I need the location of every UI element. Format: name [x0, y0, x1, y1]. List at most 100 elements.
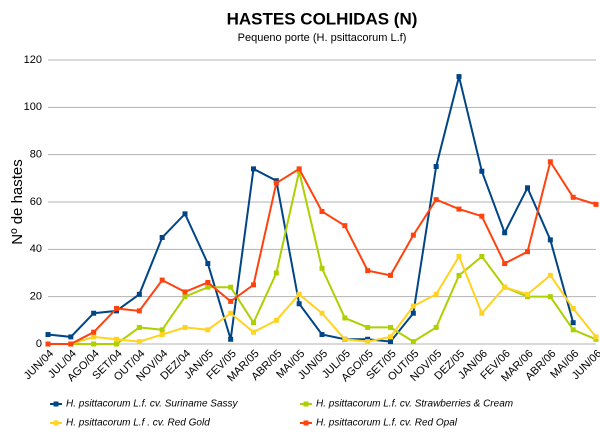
point-marker [228, 298, 234, 304]
point-marker [456, 253, 462, 259]
point-marker [388, 324, 393, 330]
point-marker [273, 180, 279, 186]
point-marker [159, 235, 165, 240]
point-marker [410, 339, 416, 345]
point-marker [570, 306, 576, 311]
point-marker [296, 166, 302, 172]
point-marker [228, 284, 234, 290]
point-marker [228, 310, 234, 316]
point-marker [525, 291, 530, 297]
series-line [48, 171, 597, 345]
point-marker [319, 310, 325, 316]
point-marker [45, 332, 51, 338]
point-marker [388, 334, 393, 340]
y-tick-label: 80 [30, 149, 42, 161]
point-marker [456, 272, 462, 278]
y-tick-label: 0 [36, 338, 42, 350]
point-marker [456, 74, 462, 80]
point-marker [182, 294, 188, 300]
point-marker [502, 261, 508, 267]
point-marker [433, 197, 439, 203]
legend-marker [53, 420, 59, 426]
point-marker [205, 327, 211, 333]
point-marker [433, 324, 439, 330]
point-marker [388, 272, 393, 278]
point-marker [410, 303, 416, 309]
point-marker [365, 339, 371, 345]
point-marker [319, 208, 325, 214]
point-marker [547, 159, 553, 165]
point-marker [205, 261, 211, 267]
point-marker [547, 294, 553, 300]
point-marker [570, 327, 576, 333]
point-marker [182, 211, 188, 217]
point-marker [525, 185, 530, 191]
point-marker [136, 339, 142, 345]
point-marker [114, 341, 119, 347]
point-marker [547, 272, 553, 278]
point-marker [182, 289, 188, 295]
point-marker [159, 277, 165, 283]
point-marker [136, 291, 142, 297]
y-tick-label: 20 [30, 291, 42, 303]
point-marker [479, 213, 485, 219]
point-marker [570, 194, 576, 200]
legend-marker [53, 401, 59, 407]
point-marker [365, 268, 371, 274]
point-marker [502, 230, 508, 236]
point-marker [593, 334, 599, 340]
series-line [47, 76, 575, 343]
point-marker [479, 168, 485, 174]
point-marker [296, 301, 302, 307]
point-marker [410, 310, 416, 316]
point-marker [91, 329, 97, 335]
point-marker [91, 334, 97, 340]
point-marker [433, 291, 439, 297]
legend-marker [303, 401, 309, 407]
point-marker [342, 315, 348, 321]
point-marker [91, 310, 97, 316]
point-marker [251, 329, 256, 335]
point-marker [136, 324, 142, 330]
point-marker [410, 232, 416, 238]
point-marker [45, 341, 51, 347]
point-marker [342, 336, 348, 342]
y-axis-label: Nº de hastes [9, 159, 26, 245]
point-marker [114, 306, 119, 311]
point-marker [296, 291, 302, 297]
point-marker [365, 324, 371, 330]
legend-label: H. psittacorum L.f . cv. Red Gold [66, 418, 210, 429]
point-marker [159, 332, 165, 338]
point-marker [68, 334, 74, 340]
y-tick-label: 60 [30, 196, 42, 208]
point-marker [136, 308, 142, 314]
point-marker [228, 336, 234, 342]
point-marker [182, 324, 188, 330]
point-marker [456, 206, 462, 212]
point-marker [68, 341, 74, 347]
point-marker [525, 249, 530, 255]
point-marker [502, 284, 508, 290]
point-marker [114, 336, 119, 342]
point-marker [319, 332, 325, 338]
legend-label: H. psittacorum L.f. cv. Suriname Sassy [66, 399, 239, 410]
point-marker [319, 265, 325, 271]
series-line [48, 159, 597, 345]
chart-subtitle: Pequeno porte (H. psittacorum L.f) [238, 32, 407, 44]
point-marker [159, 327, 165, 333]
point-marker [273, 317, 279, 323]
point-marker [251, 282, 256, 288]
point-marker [342, 223, 348, 229]
point-marker [273, 270, 279, 276]
y-tick-label: 120 [24, 54, 42, 66]
point-marker [251, 166, 256, 172]
y-tick-label: 100 [24, 101, 42, 113]
legend-label: H. psittacorum L.f. cv. Red Opal [316, 418, 458, 429]
point-marker [547, 237, 553, 243]
point-marker [205, 284, 211, 290]
point-marker [593, 201, 599, 207]
point-marker [570, 320, 576, 326]
point-marker [205, 279, 211, 285]
point-marker [433, 164, 439, 169]
